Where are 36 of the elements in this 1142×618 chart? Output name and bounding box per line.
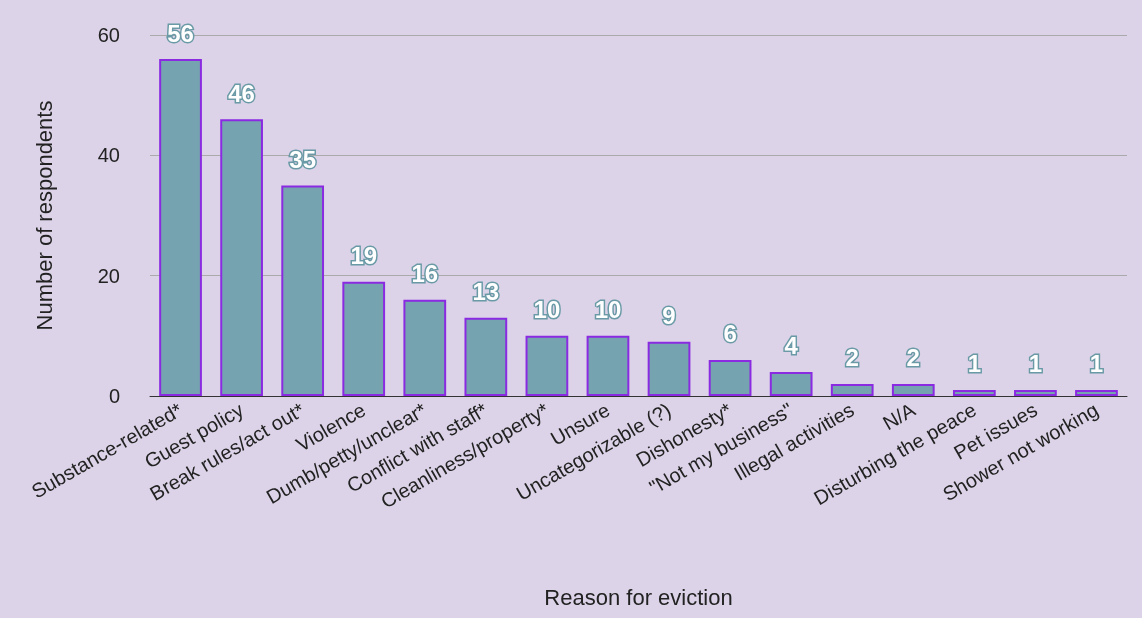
data-label: 10 <box>533 296 561 324</box>
data-label: 46 <box>228 79 255 107</box>
bar <box>891 383 935 396</box>
bar <box>708 359 752 396</box>
y-tick-label: 0 <box>108 385 120 407</box>
bar <box>403 299 447 396</box>
data-label: 1 <box>1089 350 1104 378</box>
bar <box>769 371 813 396</box>
x-tick-label: N/A <box>878 398 920 435</box>
bar <box>830 383 874 396</box>
bar <box>220 119 263 396</box>
bar <box>342 281 386 396</box>
data-label: 1 <box>1028 350 1043 378</box>
data-label: 2 <box>906 344 920 372</box>
bar <box>281 185 325 396</box>
y-axis-title: Number of respondents <box>31 100 57 331</box>
data-label: 19 <box>350 242 378 270</box>
x-axis-title: Reason for eviction <box>544 584 733 610</box>
data-label: 6 <box>723 320 737 348</box>
data-label: 1 <box>967 350 982 378</box>
data-label: 4 <box>784 332 799 360</box>
bar <box>464 317 508 396</box>
data-label: 2 <box>845 344 859 372</box>
y-tick-label: 60 <box>97 24 120 46</box>
bar <box>586 335 630 396</box>
data-label: 9 <box>662 302 676 330</box>
bar <box>525 335 569 396</box>
bar <box>647 341 691 396</box>
bar <box>1014 389 1057 396</box>
y-tick-label: 20 <box>97 264 120 287</box>
data-label: 13 <box>472 278 500 306</box>
bar <box>952 389 996 396</box>
y-tick-label: 40 <box>97 144 120 167</box>
bar <box>1075 389 1118 396</box>
bar <box>159 59 202 396</box>
data-label: 10 <box>594 296 622 324</box>
